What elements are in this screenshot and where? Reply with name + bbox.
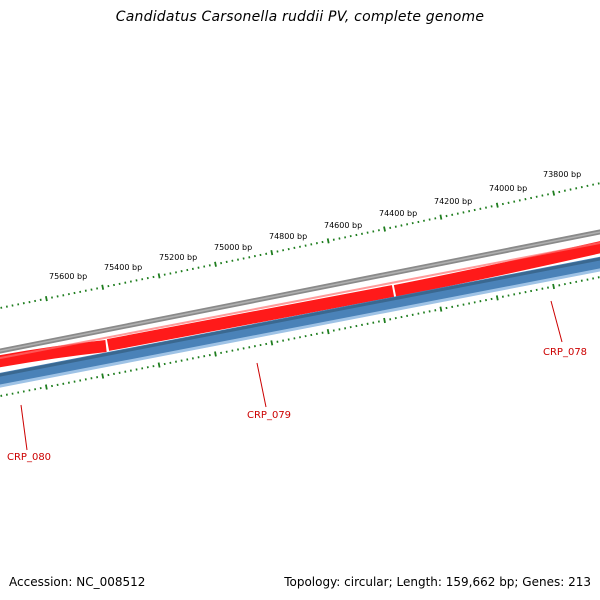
topology-value: circular bbox=[344, 575, 389, 589]
inner-scale-ticks bbox=[0, 276, 600, 397]
scale-label: 74200 bp bbox=[434, 197, 472, 206]
topology-label: Topology: bbox=[284, 575, 341, 589]
major-tick bbox=[439, 214, 443, 220]
accession-info: Accession: NC_008512 bbox=[9, 575, 145, 589]
scale-label: 74400 bp bbox=[379, 209, 417, 218]
forward-gene-left[interactable] bbox=[0, 340, 107, 368]
length-value: 159,662 bp bbox=[445, 575, 515, 589]
major-tick bbox=[214, 351, 217, 357]
major-tick bbox=[270, 250, 274, 256]
gene-pointer-crp078 bbox=[550, 300, 563, 343]
accession-label: Accession: bbox=[9, 575, 73, 589]
major-tick bbox=[552, 283, 555, 290]
scale-label: 74600 bp bbox=[324, 221, 362, 230]
scale-label: 73800 bp bbox=[543, 170, 581, 179]
major-tick bbox=[326, 238, 330, 244]
major-tick bbox=[45, 296, 48, 302]
minor-tick bbox=[507, 201, 510, 204]
scale-label: 74000 bp bbox=[489, 184, 527, 193]
forward-gene-right[interactable] bbox=[393, 241, 600, 297]
reverse-gene-band[interactable] bbox=[0, 256, 600, 388]
accession-value: NC_008512 bbox=[76, 575, 146, 589]
minor-tick bbox=[524, 198, 527, 201]
major-tick bbox=[214, 261, 217, 267]
outer-scale-ticks bbox=[0, 182, 600, 309]
scale-label: 74800 bp bbox=[269, 232, 307, 241]
major-tick bbox=[270, 340, 274, 346]
scale-label: 75000 bp bbox=[214, 243, 252, 252]
major-tick bbox=[383, 226, 386, 232]
length-label: Length: bbox=[396, 575, 442, 589]
major-tick bbox=[45, 384, 48, 390]
forward-gene-middle[interactable] bbox=[106, 285, 395, 351]
genome-stats: Topology: circular; Length: 159,662 bp; … bbox=[284, 575, 591, 589]
minor-tick bbox=[586, 184, 589, 188]
outer-scale-labels: 75600 bp 75400 bp 75200 bp 75000 bp 74800 bp… bbox=[49, 170, 581, 281]
map-title: Candidatus Carsonella ruddii PV, complet… bbox=[115, 9, 485, 25]
major-tick bbox=[439, 306, 443, 312]
major-tick bbox=[101, 284, 105, 290]
scale-label: 75400 bp bbox=[104, 263, 142, 272]
gene-pointer-crp079 bbox=[256, 362, 267, 408]
major-tick bbox=[157, 362, 161, 368]
scale-label: 75600 bp bbox=[49, 272, 87, 281]
major-tick bbox=[552, 190, 556, 196]
minor-tick bbox=[569, 188, 572, 191]
scale-label: 75200 bp bbox=[159, 253, 197, 262]
reverse-gene-shine bbox=[0, 268, 600, 388]
gene-label-crp078[interactable]: CRP_078 bbox=[543, 347, 587, 358]
minor-tick bbox=[445, 214, 448, 218]
major-tick bbox=[383, 317, 386, 324]
gene-label-crp079[interactable]: CRP_079 bbox=[247, 410, 291, 421]
minor-tick bbox=[400, 224, 403, 227]
minor-tick bbox=[338, 237, 341, 240]
genome-backbone-highlight bbox=[0, 231, 600, 352]
genes-label: Genes: bbox=[522, 575, 565, 589]
minor-tick bbox=[462, 211, 465, 214]
major-tick bbox=[101, 373, 105, 379]
genes-value: 213 bbox=[568, 575, 591, 589]
reverse-gene-shadow bbox=[0, 257, 600, 377]
major-tick bbox=[495, 202, 499, 208]
gene-pointer-crp080 bbox=[20, 404, 28, 451]
major-tick bbox=[157, 273, 161, 279]
major-tick bbox=[495, 295, 499, 301]
gene-label-crp080[interactable]: CRP_080 bbox=[7, 452, 51, 463]
major-tick bbox=[326, 329, 330, 335]
forward-gene-shine bbox=[0, 241, 600, 360]
